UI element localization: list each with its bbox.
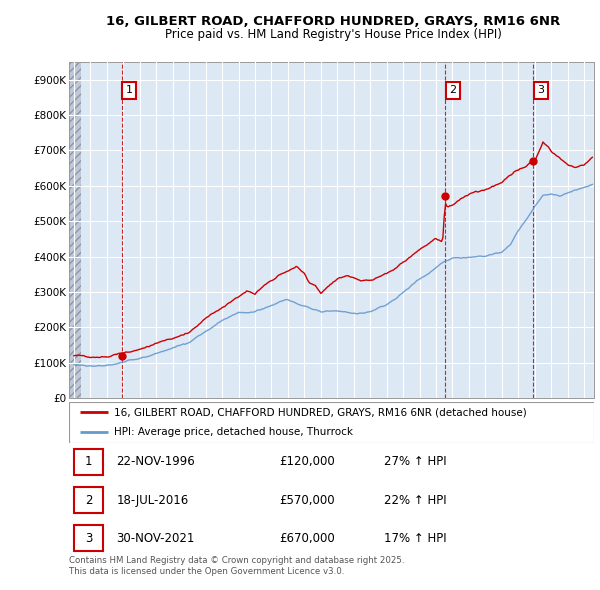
Text: Contains HM Land Registry data © Crown copyright and database right 2025.
This d: Contains HM Land Registry data © Crown c…	[69, 556, 404, 576]
FancyBboxPatch shape	[74, 525, 103, 551]
Text: 16, GILBERT ROAD, CHAFFORD HUNDRED, GRAYS, RM16 6NR: 16, GILBERT ROAD, CHAFFORD HUNDRED, GRAY…	[106, 15, 560, 28]
Text: 1: 1	[126, 86, 133, 95]
Text: 3: 3	[85, 532, 92, 545]
Text: 27% ↑ HPI: 27% ↑ HPI	[384, 455, 446, 468]
FancyBboxPatch shape	[74, 487, 103, 513]
Text: HPI: Average price, detached house, Thurrock: HPI: Average price, detached house, Thur…	[113, 428, 353, 437]
Text: £120,000: £120,000	[279, 455, 335, 468]
FancyBboxPatch shape	[69, 402, 594, 442]
Text: 16, GILBERT ROAD, CHAFFORD HUNDRED, GRAYS, RM16 6NR (detached house): 16, GILBERT ROAD, CHAFFORD HUNDRED, GRAY…	[113, 408, 526, 417]
Text: 30-NOV-2021: 30-NOV-2021	[116, 532, 194, 545]
Bar	[69, 62, 81, 398]
Text: 3: 3	[538, 86, 545, 95]
Text: 22-NOV-1996: 22-NOV-1996	[116, 455, 195, 468]
Text: 17% ↑ HPI: 17% ↑ HPI	[384, 532, 446, 545]
Text: £670,000: £670,000	[279, 532, 335, 545]
Text: 2: 2	[85, 493, 92, 507]
FancyBboxPatch shape	[74, 449, 103, 475]
Text: £570,000: £570,000	[279, 493, 335, 507]
Text: 2: 2	[449, 86, 456, 95]
Text: Price paid vs. HM Land Registry's House Price Index (HPI): Price paid vs. HM Land Registry's House …	[164, 28, 502, 41]
Text: 22% ↑ HPI: 22% ↑ HPI	[384, 493, 446, 507]
Text: 1: 1	[85, 455, 92, 468]
Text: 18-JUL-2016: 18-JUL-2016	[116, 493, 188, 507]
